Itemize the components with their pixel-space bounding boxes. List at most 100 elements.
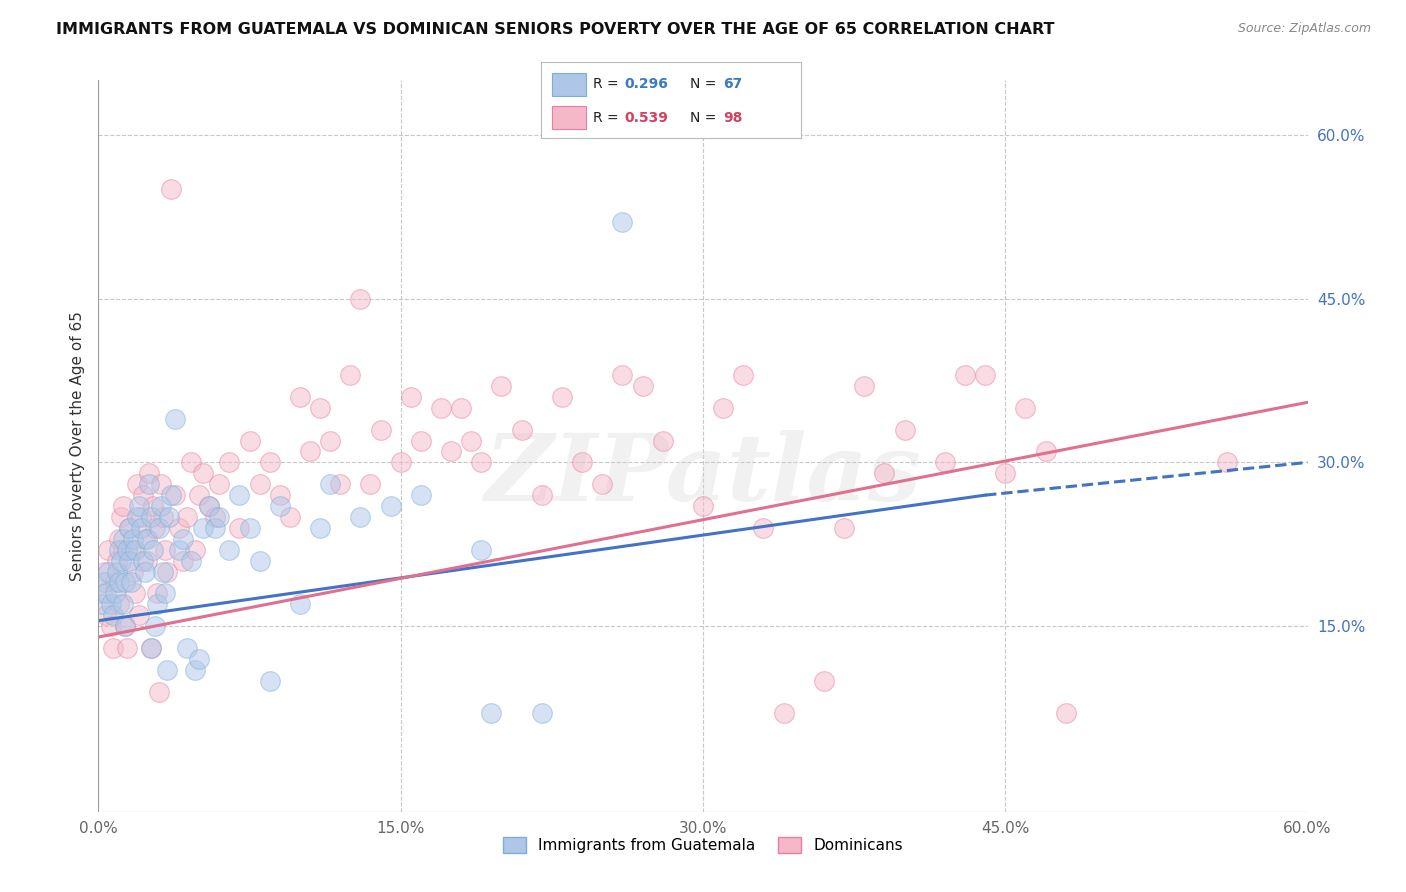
Point: [1216, 455, 1239, 469]
Point: [111, 597, 134, 611]
Text: Source: ZipAtlas.com: Source: ZipAtlas.com: [1237, 22, 1371, 36]
Point: [139, 640, 162, 655]
Point: [184, 542, 207, 557]
Point: [193, 467, 215, 481]
Point: [146, 597, 169, 611]
Point: [259, 673, 281, 688]
Point: [853, 379, 876, 393]
Point: [132, 488, 155, 502]
Point: [934, 455, 956, 469]
Point: [105, 565, 128, 579]
Point: [156, 565, 179, 579]
Point: [1014, 401, 1036, 415]
Point: [100, 597, 122, 611]
Point: [218, 542, 240, 557]
Point: [115, 640, 138, 655]
Point: [153, 542, 176, 557]
Point: [172, 554, 194, 568]
Point: [111, 532, 134, 546]
Point: [176, 640, 198, 655]
Point: [873, 467, 896, 481]
Point: [97, 542, 120, 557]
Text: 98: 98: [724, 111, 742, 125]
Point: [93, 575, 115, 590]
Point: [551, 390, 574, 404]
Point: [1054, 706, 1077, 721]
Point: [193, 521, 215, 535]
Point: [329, 477, 352, 491]
Point: [149, 499, 172, 513]
Point: [167, 521, 190, 535]
Point: [259, 455, 281, 469]
Point: [450, 401, 472, 415]
Point: [111, 499, 134, 513]
Point: [111, 542, 134, 557]
Point: [631, 379, 654, 393]
Point: [148, 684, 170, 698]
Point: [115, 542, 138, 557]
Point: [163, 488, 186, 502]
Y-axis label: Seniors Poverty Over the Age of 65: Seniors Poverty Over the Age of 65: [69, 311, 84, 581]
Point: [239, 521, 262, 535]
Text: R =: R =: [593, 78, 623, 91]
Text: N =: N =: [689, 111, 720, 125]
Point: [157, 510, 180, 524]
Point: [129, 510, 152, 524]
Point: [176, 510, 198, 524]
Point: [172, 532, 194, 546]
Point: [953, 368, 976, 382]
Point: [249, 554, 271, 568]
Point: [114, 619, 136, 633]
Point: [612, 215, 634, 229]
Point: [491, 379, 513, 393]
Point: [124, 586, 146, 600]
Point: [409, 488, 432, 502]
Text: ZIPatlas: ZIPatlas: [485, 430, 921, 520]
Point: [339, 368, 361, 382]
Point: [120, 575, 142, 590]
Point: [114, 619, 136, 633]
Text: 0.539: 0.539: [624, 111, 668, 125]
Point: [128, 608, 150, 623]
Point: [269, 499, 291, 513]
Point: [96, 608, 118, 623]
Point: [118, 521, 141, 535]
Point: [143, 521, 166, 535]
Point: [309, 401, 332, 415]
Point: [120, 542, 142, 557]
Point: [153, 586, 176, 600]
Point: [370, 423, 392, 437]
Point: [188, 652, 211, 666]
Point: [167, 542, 190, 557]
Point: [128, 499, 150, 513]
Point: [571, 455, 593, 469]
Point: [591, 477, 613, 491]
Point: [110, 510, 132, 524]
Point: [994, 467, 1017, 481]
Point: [198, 499, 221, 513]
Point: [184, 663, 207, 677]
Point: [470, 455, 492, 469]
Point: [118, 521, 141, 535]
Point: [218, 455, 240, 469]
Point: [204, 510, 226, 524]
Point: [530, 488, 553, 502]
Text: 67: 67: [724, 78, 742, 91]
Point: [893, 423, 915, 437]
Text: IMMIGRANTS FROM GUATEMALA VS DOMINICAN SENIORS POVERTY OVER THE AGE OF 65 CORREL: IMMIGRANTS FROM GUATEMALA VS DOMINICAN S…: [56, 22, 1054, 37]
Point: [103, 575, 125, 590]
Point: [163, 411, 186, 425]
Point: [135, 554, 157, 568]
Point: [134, 565, 156, 579]
Point: [121, 532, 143, 546]
Point: [152, 510, 174, 524]
Point: [180, 455, 202, 469]
Point: [91, 597, 114, 611]
Point: [470, 542, 492, 557]
Point: [288, 390, 311, 404]
Point: [228, 521, 250, 535]
Point: [399, 390, 422, 404]
Point: [409, 434, 432, 448]
Point: [107, 532, 129, 546]
Point: [149, 477, 172, 491]
